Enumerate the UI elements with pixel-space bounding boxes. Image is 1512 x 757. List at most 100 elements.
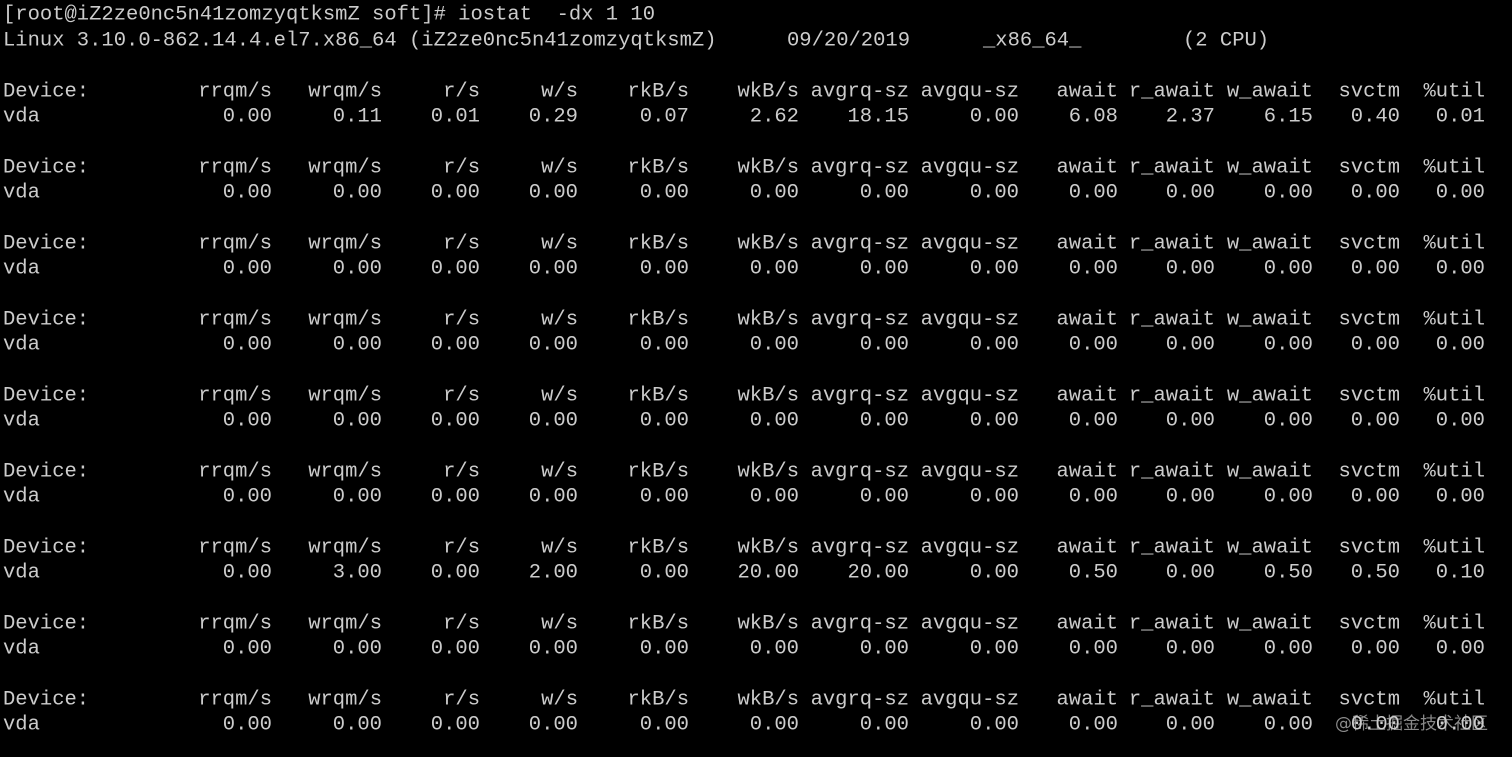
column-header: svctm bbox=[1338, 156, 1400, 179]
cell-value: 2.62 bbox=[750, 105, 799, 128]
cell-value: 0.00 bbox=[1069, 713, 1118, 736]
cell-value: 0.00 bbox=[860, 485, 909, 508]
column-header: avgrq-sz bbox=[811, 384, 909, 407]
cell-value: 0.00 bbox=[1351, 637, 1400, 660]
cell-value: 0.00 bbox=[431, 257, 480, 280]
column-header: svctm bbox=[1338, 384, 1400, 407]
column-header: %util bbox=[1423, 308, 1485, 331]
cell-value: 0.00 bbox=[640, 561, 689, 584]
column-header: w/s bbox=[541, 384, 578, 407]
column-header: r_await bbox=[1129, 156, 1215, 179]
column-header: %util bbox=[1423, 156, 1485, 179]
cell-value: 0.00 bbox=[1069, 333, 1118, 356]
cell-value: 0.01 bbox=[1436, 105, 1485, 128]
cell-value: 0.00 bbox=[1166, 333, 1215, 356]
cell-value: 0.00 bbox=[1351, 181, 1400, 204]
column-header: rkB/s bbox=[627, 232, 689, 255]
cell-value: 0.00 bbox=[1436, 637, 1485, 660]
cell-value: 0.00 bbox=[223, 637, 272, 660]
column-header: %util bbox=[1423, 80, 1485, 103]
column-header: avgqu-sz bbox=[921, 384, 1019, 407]
cell-value: 0.00 bbox=[333, 485, 382, 508]
column-header: svctm bbox=[1338, 536, 1400, 559]
cell-value: 0.00 bbox=[1351, 409, 1400, 432]
cell-value: 2.37 bbox=[1166, 105, 1215, 128]
cell-value: 0.00 bbox=[1264, 713, 1313, 736]
column-header: svctm bbox=[1338, 460, 1400, 483]
device-label: Device: bbox=[3, 688, 89, 711]
cell-value: 0.00 bbox=[640, 637, 689, 660]
device-name: vda bbox=[3, 637, 40, 660]
cell-value: 0.00 bbox=[860, 257, 909, 280]
cell-value: 0.00 bbox=[1351, 333, 1400, 356]
cell-value: 0.00 bbox=[1436, 485, 1485, 508]
cell-value: 0.00 bbox=[750, 333, 799, 356]
cell-value: 0.00 bbox=[1436, 409, 1485, 432]
cell-value: 0.00 bbox=[431, 637, 480, 660]
column-header: wkB/s bbox=[737, 688, 799, 711]
device-name: vda bbox=[3, 409, 40, 432]
column-header: wkB/s bbox=[737, 156, 799, 179]
column-header: r_await bbox=[1129, 80, 1215, 103]
cell-value: 0.00 bbox=[333, 713, 382, 736]
column-header: await bbox=[1056, 688, 1118, 711]
cell-value: 0.00 bbox=[970, 561, 1019, 584]
cell-value: 0.00 bbox=[333, 181, 382, 204]
column-header: wkB/s bbox=[737, 80, 799, 103]
column-header: r/s bbox=[443, 460, 480, 483]
cell-value: 0.00 bbox=[750, 409, 799, 432]
cell-value: 0.00 bbox=[333, 409, 382, 432]
column-header: w/s bbox=[541, 536, 578, 559]
cell-value: 0.00 bbox=[860, 333, 909, 356]
column-header: rkB/s bbox=[627, 384, 689, 407]
column-header: r/s bbox=[443, 232, 480, 255]
cell-value: 0.00 bbox=[1264, 485, 1313, 508]
column-header: avgrq-sz bbox=[811, 232, 909, 255]
column-header: rrqm/s bbox=[198, 612, 272, 635]
cell-value: 0.00 bbox=[640, 181, 689, 204]
column-header: rrqm/s bbox=[198, 460, 272, 483]
column-header: wrqm/s bbox=[308, 384, 382, 407]
column-header: r_await bbox=[1129, 612, 1215, 635]
cell-value: 0.50 bbox=[1069, 561, 1118, 584]
column-header: rrqm/s bbox=[198, 80, 272, 103]
cell-value: 0.00 bbox=[223, 181, 272, 204]
column-header: %util bbox=[1423, 232, 1485, 255]
cell-value: 0.00 bbox=[1351, 713, 1400, 736]
column-header: r_await bbox=[1129, 536, 1215, 559]
cell-value: 0.00 bbox=[1166, 561, 1215, 584]
cell-value: 0.00 bbox=[529, 637, 578, 660]
column-header: r/s bbox=[443, 384, 480, 407]
cell-value: 0.00 bbox=[970, 181, 1019, 204]
device-name: vda bbox=[3, 181, 40, 204]
cell-value: 0.00 bbox=[860, 637, 909, 660]
device-name: vda bbox=[3, 105, 40, 128]
cell-value: 0.00 bbox=[970, 713, 1019, 736]
cell-value: 20.00 bbox=[847, 561, 909, 584]
cell-value: 0.00 bbox=[431, 409, 480, 432]
column-header: wrqm/s bbox=[308, 232, 382, 255]
column-header: w_await bbox=[1227, 308, 1313, 331]
column-header: w/s bbox=[541, 460, 578, 483]
cell-value: 0.00 bbox=[1069, 181, 1118, 204]
column-header: w_await bbox=[1227, 232, 1313, 255]
device-label: Device: bbox=[3, 156, 89, 179]
column-header: await bbox=[1056, 308, 1118, 331]
column-header: r/s bbox=[443, 308, 480, 331]
column-header: avgrq-sz bbox=[811, 536, 909, 559]
column-header: w/s bbox=[541, 156, 578, 179]
system-cpu: (2 CPU) bbox=[1183, 29, 1269, 52]
cell-value: 0.00 bbox=[1436, 713, 1485, 736]
cell-value: 6.15 bbox=[1264, 105, 1313, 128]
column-header: wrqm/s bbox=[308, 80, 382, 103]
cell-value: 0.00 bbox=[529, 409, 578, 432]
column-header: rrqm/s bbox=[198, 384, 272, 407]
device-name: vda bbox=[3, 561, 40, 584]
column-header: w/s bbox=[541, 232, 578, 255]
column-header: svctm bbox=[1338, 232, 1400, 255]
cell-value: 0.00 bbox=[1264, 181, 1313, 204]
column-header: await bbox=[1056, 80, 1118, 103]
cell-value: 0.00 bbox=[750, 257, 799, 280]
device-label: Device: bbox=[3, 536, 89, 559]
cell-value: 0.01 bbox=[431, 105, 480, 128]
